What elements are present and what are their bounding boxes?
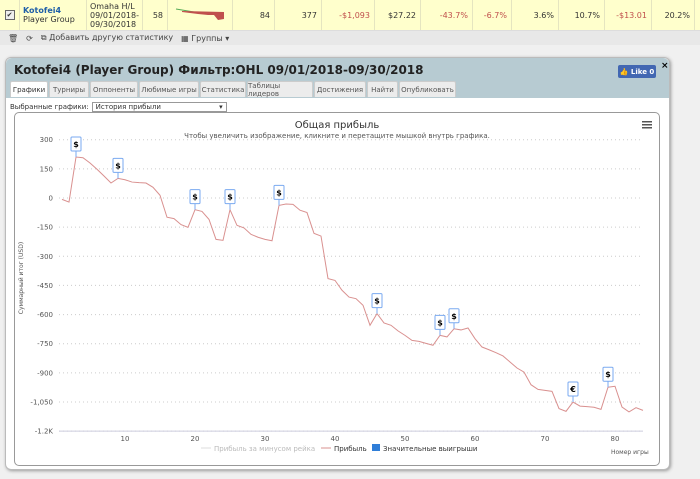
y-axis-label: Суммарный итог (USD) (18, 242, 25, 314)
tab-0[interactable]: Графики (10, 81, 48, 97)
close-icon[interactable]: × (661, 61, 669, 71)
x-tick-label: 30 (261, 435, 270, 443)
legend-net-rake[interactable]: Прибыль за минусом рейка (214, 445, 315, 453)
select-label: Выбранные графики: (10, 103, 89, 111)
panel-header: Kotofei4 (Player Group) Фильтр:OHL 09/01… (6, 58, 669, 98)
summary-row: ✔ Kotofei4 Player Group Omaha H/L 09/01/… (0, 0, 700, 31)
x-tick-label: 40 (331, 435, 340, 443)
x-tick-label: 80 (611, 435, 620, 443)
tab-3[interactable]: Любимые игры (139, 81, 199, 97)
x-tick-label: 60 (471, 435, 480, 443)
y-tick-label: -750 (37, 340, 53, 348)
tab-4[interactable]: Статистика (200, 81, 246, 97)
big-win-marker[interactable]: $ (224, 189, 236, 210)
pct3: 3.6% (533, 10, 554, 20)
date-to: 09/30/2018 (90, 19, 137, 29)
y-tick-label: -450 (37, 282, 53, 290)
game-type: Omaha H/L (90, 1, 135, 11)
big-win-marker[interactable]: $ (112, 157, 124, 179)
legend-big-wins[interactable]: Значительные выигрыши (383, 445, 477, 453)
x-tick-label: 70 (541, 435, 550, 443)
chart-select-row: Выбранные графики: История прибыли ▾ (10, 102, 227, 112)
chart-title: Общая прибыль (295, 120, 380, 131)
tab-2[interactable]: Оппоненты (90, 81, 138, 97)
pct4: 10.7% (574, 10, 600, 20)
count: 58 (152, 10, 163, 20)
marker-symbol: $ (276, 188, 282, 197)
big-win-marker[interactable]: $ (189, 189, 201, 210)
avg: $27.22 (388, 10, 416, 20)
tab-5[interactable]: Таблицы лидеров (247, 81, 313, 98)
profit-chart[interactable]: Общая прибыль Чтобы увеличить изображени… (14, 112, 660, 466)
x-axis-label: Номер игры (611, 449, 649, 456)
big-win-marker[interactable]: $ (371, 293, 383, 314)
report-panel: Kotofei4 (Player Group) Фильтр:OHL 09/01… (5, 57, 670, 470)
y-tick-label: 150 (40, 165, 53, 173)
avg2: -$13.01 (616, 10, 647, 20)
legend: Прибыль за минусом рейка Прибыль Значите… (201, 444, 477, 453)
big-win-marker[interactable]: $ (448, 308, 460, 329)
tab-7[interactable]: Найти (367, 81, 398, 97)
big-win-marker[interactable]: $ (70, 136, 82, 158)
y-tick-label: -1,050 (30, 399, 53, 407)
player-link[interactable]: Kotofei4 (23, 6, 62, 15)
legend-profit[interactable]: Прибыль (334, 445, 367, 453)
marker-symbol: € (569, 385, 576, 394)
profit-line (61, 156, 644, 413)
player-group: Player Group (23, 15, 75, 24)
col-377: 377 (301, 10, 317, 20)
pct5: 20.2% (664, 10, 690, 20)
marker-symbol: $ (192, 193, 198, 202)
pct2: -6.7% (483, 10, 507, 20)
y-tick-label: -150 (37, 224, 53, 232)
groups-button[interactable]: ▦ Группы ▾ (181, 33, 230, 43)
sparkline (168, 0, 233, 30)
facebook-like-button[interactable]: 👍 Like 0 (618, 65, 656, 78)
thumbs-up-icon: 👍 (619, 67, 631, 76)
big-win-marker[interactable]: $ (434, 314, 446, 336)
tab-6[interactable]: Достижения (314, 81, 366, 97)
marker-symbol: $ (227, 193, 233, 202)
pct1: -43.7% (439, 10, 468, 20)
tab-1[interactable]: Турниры (49, 81, 89, 97)
big-win-marker[interactable]: $ (273, 184, 285, 206)
y-tick-label: -1.2K (35, 428, 54, 436)
row-toolbar: 🗑 ⟳ ⧉ Добавить другую статистику ▦ Групп… (0, 31, 700, 45)
profit: -$1,093 (339, 10, 370, 20)
y-tick-label: -300 (37, 253, 53, 261)
dropdown-arrow-icon: ▾ (219, 103, 223, 111)
big-win-marker[interactable]: € (567, 381, 579, 403)
marker-symbol: $ (437, 318, 443, 327)
chart-subtitle: Чтобы увеличить изображение, кликните и … (184, 132, 490, 140)
add-stat-label: Добавить другую статистику (49, 33, 174, 42)
refresh-icon[interactable]: ⟳ (26, 33, 33, 43)
y-tick-label: 300 (40, 136, 53, 144)
groups-label: Группы (191, 33, 223, 43)
select-value: История прибыли (95, 103, 161, 111)
date-from: 09/01/2018- (90, 10, 139, 20)
big-win-marker[interactable]: $ (602, 366, 614, 388)
marker-symbol: $ (451, 312, 457, 321)
marker-symbol: $ (115, 161, 121, 170)
y-tick-label: 0 (49, 195, 53, 203)
chart-select[interactable]: История прибыли ▾ (91, 102, 227, 112)
like-label: Like 0 (630, 67, 655, 76)
tab-8[interactable]: Опубликовать (399, 81, 456, 97)
y-tick-label: -600 (37, 311, 53, 319)
menu-icon[interactable] (642, 121, 652, 129)
add-stat-button[interactable]: ⧉ Добавить другую статистику (40, 33, 174, 42)
marker-symbol: $ (73, 140, 79, 149)
marker-symbol: $ (374, 297, 380, 306)
row-checkbox[interactable]: ✔ (4, 10, 15, 20)
x-tick-label: 50 (401, 435, 410, 443)
trash-icon[interactable]: 🗑 (8, 33, 19, 43)
col-84: 84 (259, 10, 270, 20)
x-tick-label: 10 (121, 435, 130, 443)
chart-svg[interactable]: Общая прибыль Чтобы увеличить изображени… (15, 113, 659, 465)
y-tick-label: -900 (37, 369, 53, 377)
panel-title: Kotofei4 (Player Group) Фильтр:OHL 09/01… (14, 63, 424, 77)
x-tick-label: 20 (191, 435, 200, 443)
marker-symbol: $ (605, 370, 611, 379)
